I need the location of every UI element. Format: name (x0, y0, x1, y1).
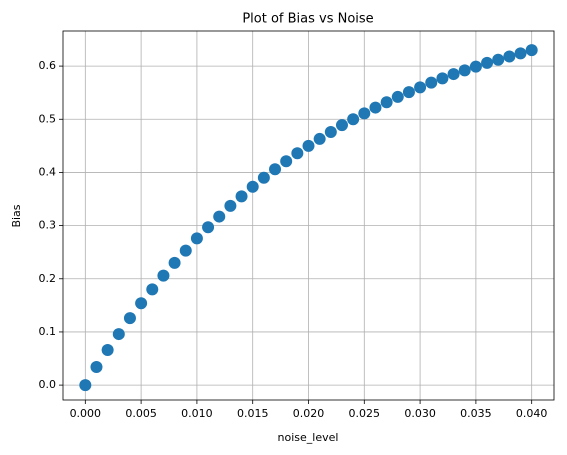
point (179, 244, 192, 257)
point (425, 76, 438, 89)
point (246, 180, 259, 193)
point (447, 68, 460, 81)
x-axis-label: noise_level (278, 431, 339, 444)
x-tick-label: 0.030 (404, 407, 436, 420)
point (458, 64, 471, 77)
point (101, 344, 114, 357)
point (302, 139, 315, 152)
point (213, 210, 226, 223)
point (369, 101, 382, 114)
point (291, 147, 304, 160)
y-tick-label: 0.6 (39, 59, 57, 72)
point (135, 297, 148, 310)
y-tick-label: 0.0 (39, 378, 57, 391)
point (235, 190, 248, 203)
point (391, 90, 404, 103)
point (168, 256, 181, 269)
x-tick-label: 0.035 (460, 407, 492, 420)
point (112, 328, 125, 341)
point (514, 47, 527, 60)
point (380, 96, 393, 109)
y-tick-label: 0.2 (39, 272, 57, 285)
point (224, 199, 237, 212)
point (335, 119, 348, 132)
x-tick-label: 0.040 (516, 407, 548, 420)
x-tick-label: 0.010 (181, 407, 213, 420)
point (324, 126, 337, 139)
point (157, 269, 170, 282)
point (280, 155, 293, 168)
point (492, 53, 505, 66)
point (269, 163, 282, 176)
point (90, 361, 103, 374)
point (503, 50, 516, 63)
point (525, 44, 538, 57)
y-tick-label: 0.3 (39, 219, 57, 232)
y-tick-label: 0.5 (39, 112, 57, 125)
y-tick-label: 0.1 (39, 325, 57, 338)
point (79, 379, 92, 392)
point (313, 132, 326, 145)
x-tick-label: 0.025 (349, 407, 381, 420)
y-tick-label: 0.4 (39, 165, 57, 178)
point (436, 72, 449, 85)
x-tick-label: 0.020 (293, 407, 325, 420)
point (414, 81, 427, 94)
point (190, 232, 203, 245)
point (469, 60, 482, 73)
point (202, 221, 215, 234)
point (347, 113, 360, 126)
point (481, 56, 494, 69)
x-tick-label: 0.000 (70, 407, 102, 420)
x-tick-label: 0.015 (237, 407, 269, 420)
point (257, 171, 270, 184)
plot-frame (62, 30, 555, 401)
x-tick-label: 0.005 (125, 407, 157, 420)
point (146, 283, 159, 296)
chart-title: Plot of Bias vs Noise (242, 12, 373, 27)
point (123, 312, 136, 325)
y-axis-label: Bias (10, 204, 23, 227)
point (402, 86, 415, 99)
point (358, 107, 371, 120)
